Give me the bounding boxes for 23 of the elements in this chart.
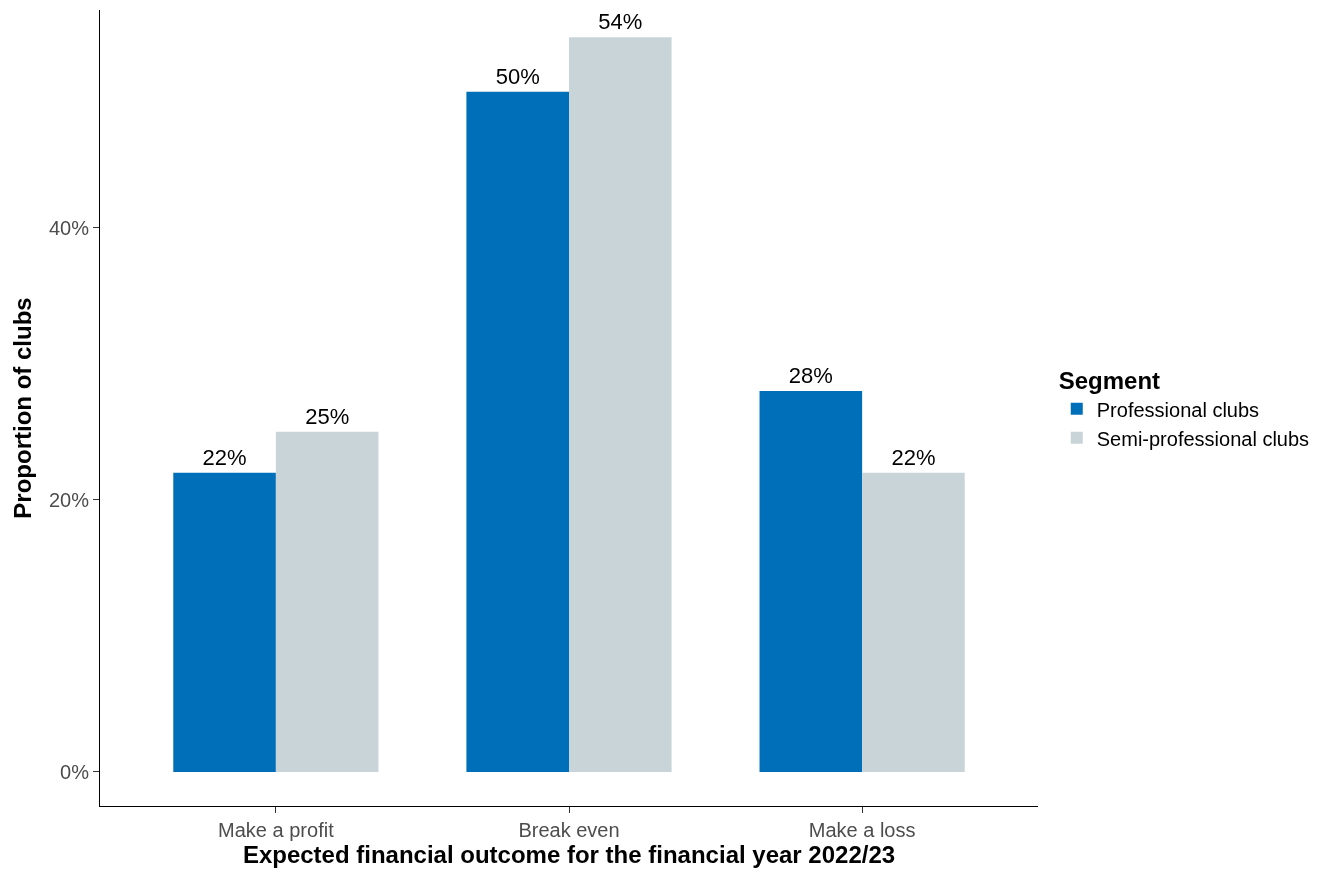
bar [569, 37, 672, 772]
y-axis-title: Proportion of clubs [9, 297, 37, 519]
bar [275, 431, 379, 772]
legend-label: Semi-professional clubs [1096, 427, 1310, 450]
y-tick-label: 0% [60, 760, 90, 783]
data-label: 25% [305, 403, 350, 429]
x-tick-label: Break even [518, 819, 620, 841]
x-tick-label: Make a loss [808, 819, 916, 841]
legend-title: Segment [1058, 367, 1161, 395]
bar [173, 472, 276, 772]
y-tick-label: 20% [48, 488, 90, 511]
bar [862, 472, 965, 772]
data-label: 28% [788, 362, 833, 388]
data-label: 50% [495, 63, 540, 89]
data-label: 54% [598, 9, 643, 35]
y-tick-label: 40% [48, 216, 90, 239]
x-axis-title: Expected financial outcome for the financial year 2022/23 [242, 841, 896, 868]
bar [466, 91, 569, 772]
bar [759, 390, 863, 772]
data-label: 22% [891, 444, 936, 470]
legend-label: Professional clubs [1096, 398, 1260, 421]
x-tick-label: Make a profit [218, 819, 335, 841]
data-label: 22% [202, 444, 247, 470]
